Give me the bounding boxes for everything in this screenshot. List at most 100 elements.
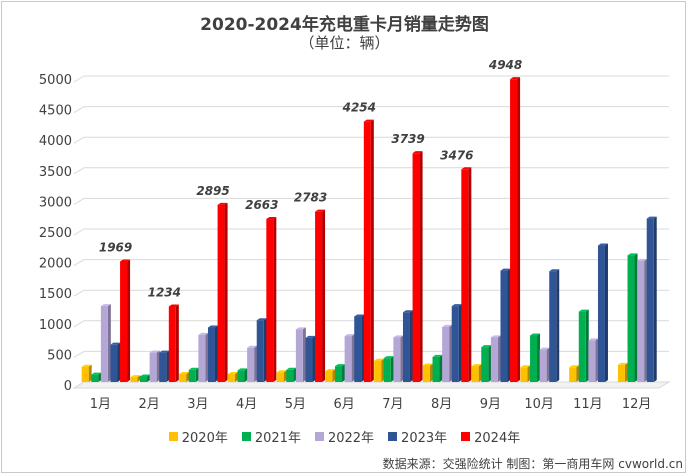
bar-side bbox=[195, 367, 199, 382]
bar bbox=[227, 374, 235, 382]
gridline-diagonal bbox=[73, 167, 85, 175]
bar-side bbox=[234, 372, 238, 382]
bar-top bbox=[451, 304, 462, 307]
bar-top bbox=[276, 370, 287, 373]
bar-side bbox=[604, 243, 608, 382]
bar bbox=[81, 366, 89, 382]
bar-side bbox=[263, 318, 267, 382]
gridline-diagonal bbox=[73, 289, 85, 297]
bar-top bbox=[247, 345, 258, 348]
bar bbox=[539, 349, 547, 382]
bar-side bbox=[175, 304, 179, 382]
bar bbox=[597, 245, 605, 382]
bar-top bbox=[100, 304, 111, 307]
bar-side bbox=[585, 309, 589, 382]
bar-top bbox=[530, 333, 541, 336]
bar-side bbox=[546, 347, 550, 382]
data-label: 4254 bbox=[342, 101, 376, 115]
bar-side bbox=[653, 216, 657, 382]
data-label: 2663 bbox=[245, 198, 278, 212]
y-tick-label: 0 bbox=[64, 379, 72, 394]
bar-side bbox=[468, 167, 472, 382]
data-label: 2895 bbox=[196, 184, 229, 198]
bar-top bbox=[188, 367, 199, 370]
y-tick-label: 1500 bbox=[39, 287, 72, 302]
bar-top bbox=[354, 314, 365, 317]
bar-top bbox=[510, 77, 521, 80]
bar-side bbox=[351, 334, 355, 382]
bar-top bbox=[549, 269, 560, 272]
bar bbox=[207, 327, 215, 382]
bar bbox=[120, 261, 128, 382]
bar-top bbox=[412, 151, 423, 154]
bar-top bbox=[110, 342, 121, 345]
bar bbox=[481, 347, 489, 382]
legend-swatch bbox=[241, 432, 251, 441]
bar-top bbox=[179, 372, 190, 375]
bar bbox=[471, 366, 479, 382]
bar bbox=[530, 335, 538, 382]
bar-top bbox=[393, 335, 404, 338]
gridline-diagonal bbox=[73, 320, 85, 328]
bar-side bbox=[390, 356, 394, 382]
bar-side bbox=[107, 304, 111, 382]
x-tick-label: 5月 bbox=[285, 397, 306, 412]
bar-top bbox=[471, 364, 482, 367]
gridline-diagonal bbox=[73, 136, 85, 144]
bar bbox=[412, 153, 420, 382]
legend-label: 2021年 bbox=[254, 431, 301, 446]
bar bbox=[578, 311, 586, 382]
y-tick-label: 4000 bbox=[39, 134, 72, 149]
bar-side bbox=[98, 372, 102, 382]
bar bbox=[130, 377, 138, 382]
bar-side bbox=[400, 335, 404, 382]
bar bbox=[588, 340, 596, 382]
bar-side bbox=[370, 119, 374, 382]
bar-side bbox=[439, 354, 443, 382]
bar-top bbox=[374, 358, 385, 361]
bar bbox=[315, 211, 323, 382]
bar-side bbox=[137, 375, 141, 382]
bar-top bbox=[91, 372, 102, 375]
bar bbox=[374, 360, 382, 382]
legend-swatch bbox=[314, 432, 324, 441]
bar bbox=[422, 365, 430, 382]
bar-top bbox=[237, 368, 248, 371]
bar-top bbox=[130, 375, 141, 378]
bar-side bbox=[624, 362, 628, 382]
bar-top bbox=[256, 318, 267, 321]
bar-side bbox=[488, 345, 492, 382]
data-label: 1969 bbox=[99, 240, 132, 254]
bar bbox=[286, 369, 294, 382]
bar-top bbox=[344, 334, 355, 337]
y-tick-label: 500 bbox=[47, 348, 72, 363]
gridline-diagonal bbox=[73, 197, 85, 205]
bar-side bbox=[283, 370, 287, 382]
bar bbox=[335, 366, 343, 382]
bar bbox=[393, 337, 401, 382]
bar bbox=[510, 79, 518, 382]
bar bbox=[646, 218, 654, 382]
bar-top bbox=[402, 310, 413, 313]
bar bbox=[198, 334, 206, 382]
bar bbox=[344, 336, 352, 382]
bar-top bbox=[500, 268, 511, 271]
bar-side bbox=[117, 342, 121, 382]
bar-side bbox=[302, 327, 306, 382]
data-label: 1234 bbox=[148, 285, 181, 299]
bar-side bbox=[497, 335, 501, 382]
bar-side bbox=[556, 269, 560, 382]
bar-top bbox=[646, 216, 657, 219]
x-tick-label: 11月 bbox=[573, 397, 603, 412]
bar-top bbox=[335, 364, 346, 367]
bar-side bbox=[419, 151, 423, 382]
bar-top bbox=[207, 325, 218, 328]
bar-top bbox=[81, 364, 92, 367]
bar bbox=[305, 337, 313, 382]
data-label: 3476 bbox=[440, 148, 473, 162]
bar-top bbox=[363, 119, 374, 122]
x-tick-label: 3月 bbox=[187, 397, 208, 412]
gridline-diagonal bbox=[73, 259, 85, 267]
chart-title: 2020-2024年充电重卡月销量走势图 bbox=[200, 15, 489, 35]
legend-swatch bbox=[388, 432, 398, 441]
